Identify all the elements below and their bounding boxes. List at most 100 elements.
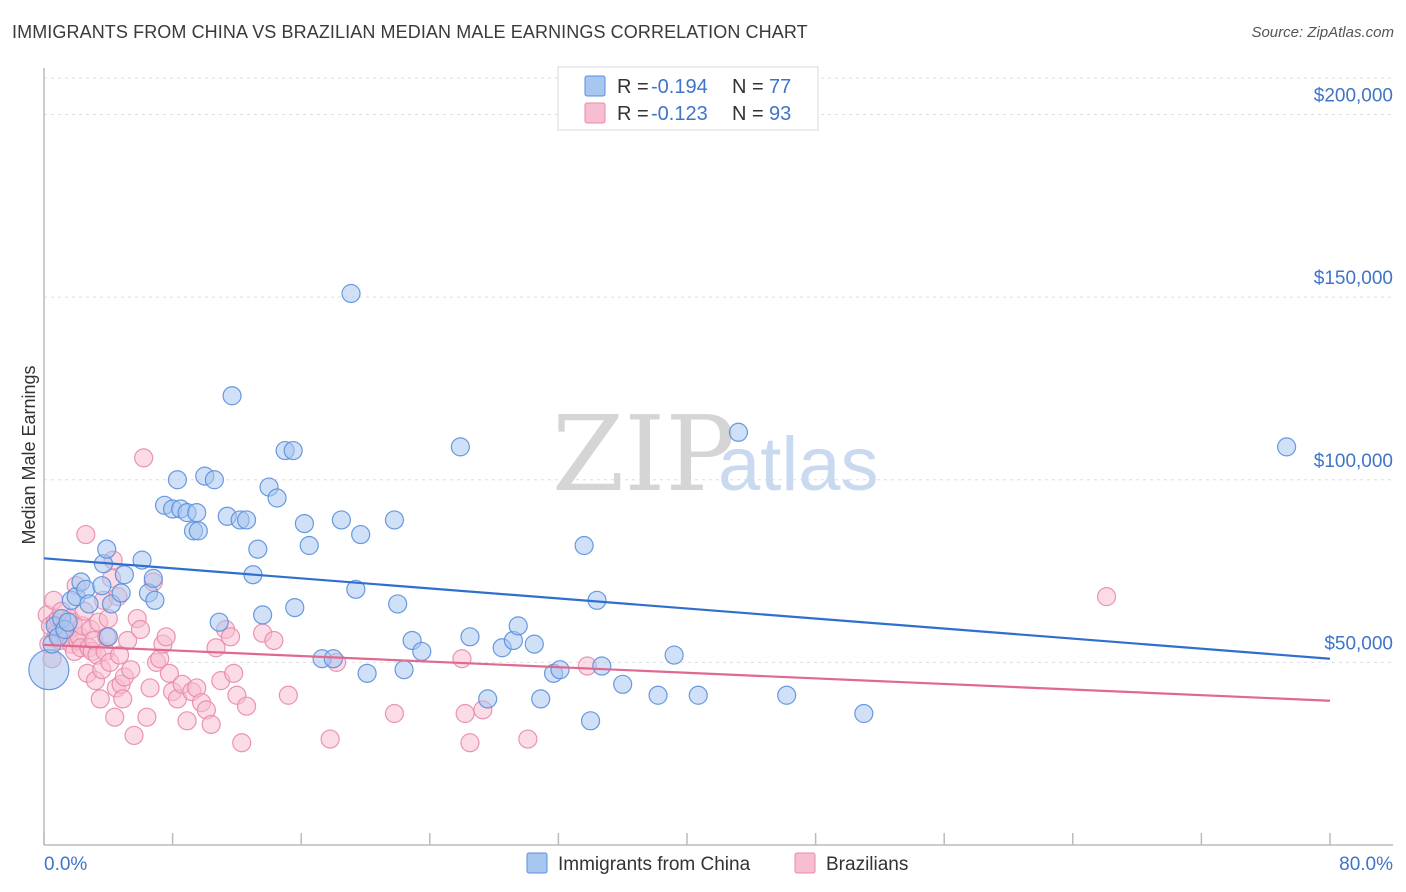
brazil-point [113, 689, 133, 709]
china-point [331, 510, 351, 530]
china-point [460, 627, 480, 647]
brazil-point [264, 630, 284, 651]
china-point [412, 641, 432, 662]
brazil-point [452, 649, 472, 669]
china-point [145, 590, 165, 610]
y-tick-label: $150,000 [1314, 268, 1393, 289]
brazil-point [105, 707, 125, 727]
brazil-point [134, 448, 154, 468]
china-point [777, 685, 797, 705]
legend-n-label-china: N = [732, 76, 764, 98]
x-tick-label-min: 0.0% [44, 854, 87, 875]
bottom-legend-label-brazil: Brazilians [826, 854, 908, 875]
china-point [688, 685, 708, 705]
china-point [114, 565, 134, 585]
china-point [58, 612, 78, 632]
series-immigrants-from-china [28, 283, 1297, 731]
legend-swatch-brazil [584, 102, 606, 124]
x-axis-ticks [43, 833, 1331, 845]
brazil-point [220, 627, 241, 647]
china-point [97, 539, 117, 559]
brazil-point [137, 707, 157, 727]
y-tick-label: $200,000 [1314, 86, 1393, 107]
series-legend: Immigrants from China Brazilians [526, 852, 908, 875]
china-point [394, 660, 414, 680]
china-point [204, 470, 224, 490]
china-point [209, 612, 229, 632]
brazil-point [90, 689, 110, 709]
china-point [592, 656, 612, 676]
china-point [167, 470, 188, 490]
china-point [648, 685, 668, 705]
china-point [388, 594, 408, 614]
china-point [188, 521, 208, 541]
brazil-point [201, 714, 221, 735]
china-point [28, 649, 70, 691]
china-point [79, 594, 99, 614]
brazil-point [518, 729, 538, 749]
legend-n-label-brazil: N = [732, 103, 764, 125]
china-point [236, 510, 257, 530]
china-point [285, 597, 305, 618]
china-point [1276, 437, 1297, 457]
china-point [341, 283, 361, 304]
legend-r-label-brazil: R = [617, 103, 649, 125]
china-point [613, 674, 633, 694]
legend-n-value-china: 77 [769, 76, 791, 98]
x-tick-label-max: 80.0% [1339, 854, 1393, 875]
brazil-point [455, 703, 475, 724]
brazil-point [278, 685, 298, 705]
china-point [222, 386, 242, 406]
china-point [143, 568, 163, 588]
china-point [574, 535, 594, 556]
china-point [450, 437, 470, 457]
brazil-point [130, 619, 151, 640]
brazil-point [236, 696, 257, 716]
china-point [531, 689, 551, 709]
source-label: Source: ZipAtlas.com [1251, 24, 1394, 41]
y-tick-labels: $50,000 $100,000 $150,000 $200,000 [1314, 86, 1393, 655]
legend-swatch-china [584, 75, 606, 97]
brazil-point [384, 703, 405, 724]
y-tick-label: $50,000 [1324, 633, 1393, 654]
watermark-zip: ZIP [552, 393, 735, 515]
legend-r-value-china: -0.194 [651, 76, 708, 98]
china-point [524, 634, 544, 654]
legend-r-label-china: R = [617, 76, 649, 98]
china-point [508, 616, 528, 636]
china-point [299, 535, 319, 556]
china-point [248, 539, 268, 559]
legend-r-value-brazil: -0.123 [651, 103, 708, 125]
china-point [728, 422, 749, 442]
china-point [294, 513, 315, 534]
brazil-point [156, 627, 176, 647]
china-point [111, 583, 131, 603]
china-point [664, 645, 684, 665]
bottom-legend-swatch-china [526, 852, 548, 874]
china-point [854, 703, 874, 724]
brazil-trend-line [43, 643, 1331, 702]
china-point [384, 510, 405, 530]
china-point [187, 503, 207, 523]
china-point [92, 576, 112, 596]
china-point [550, 660, 570, 680]
brazil-point [109, 645, 130, 665]
chart-title: IMMIGRANTS FROM CHINA VS BRAZILIAN MEDIA… [12, 22, 808, 42]
china-point [98, 627, 118, 647]
china-point [478, 689, 498, 709]
china-trend-line [43, 557, 1331, 660]
brazil-point [159, 663, 179, 683]
trend-lines [43, 557, 1331, 702]
brazil-point [232, 733, 252, 753]
brazil-point [124, 725, 144, 746]
china-point [283, 440, 303, 461]
bottom-legend-label-china: Immigrants from China [558, 854, 751, 875]
brazil-point [320, 729, 340, 749]
brazil-point [121, 660, 141, 680]
china-point [357, 663, 377, 683]
china-point [580, 711, 601, 731]
china-point [346, 579, 366, 599]
brazil-point [177, 711, 197, 731]
brazil-point [224, 663, 244, 683]
